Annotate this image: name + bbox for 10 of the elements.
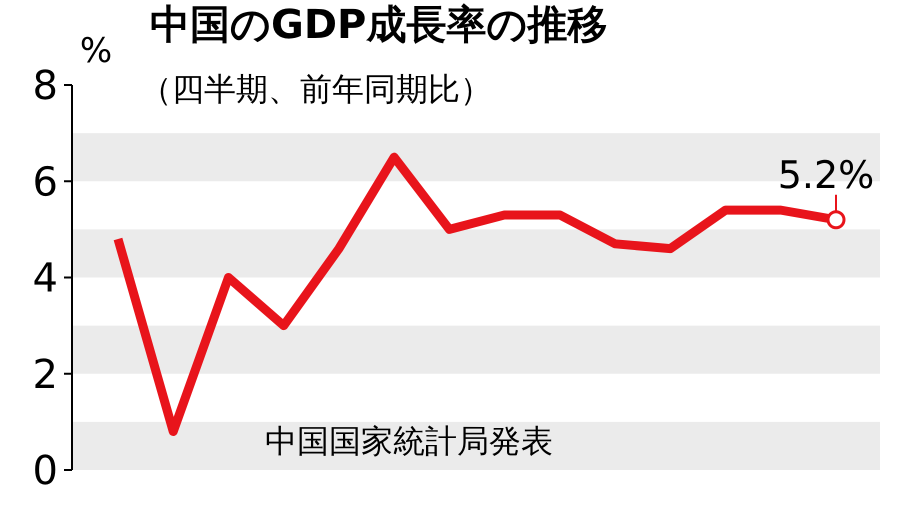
y-axis-title: %: [80, 31, 112, 71]
chart-subtitle: （四半期、前年同期比）: [140, 70, 492, 108]
y-tick-label: 4: [32, 256, 58, 302]
y-tick-label: 0: [32, 448, 58, 494]
chart-title: 中国のGDP成長率の推移: [150, 2, 608, 48]
data-label: 5.2%: [778, 152, 874, 197]
annotation: 中国国家統計局発表: [265, 422, 553, 460]
y-tick-label: 2: [32, 352, 58, 398]
y-tick-label: 8: [32, 63, 58, 109]
y-tick-label: 6: [32, 159, 58, 206]
